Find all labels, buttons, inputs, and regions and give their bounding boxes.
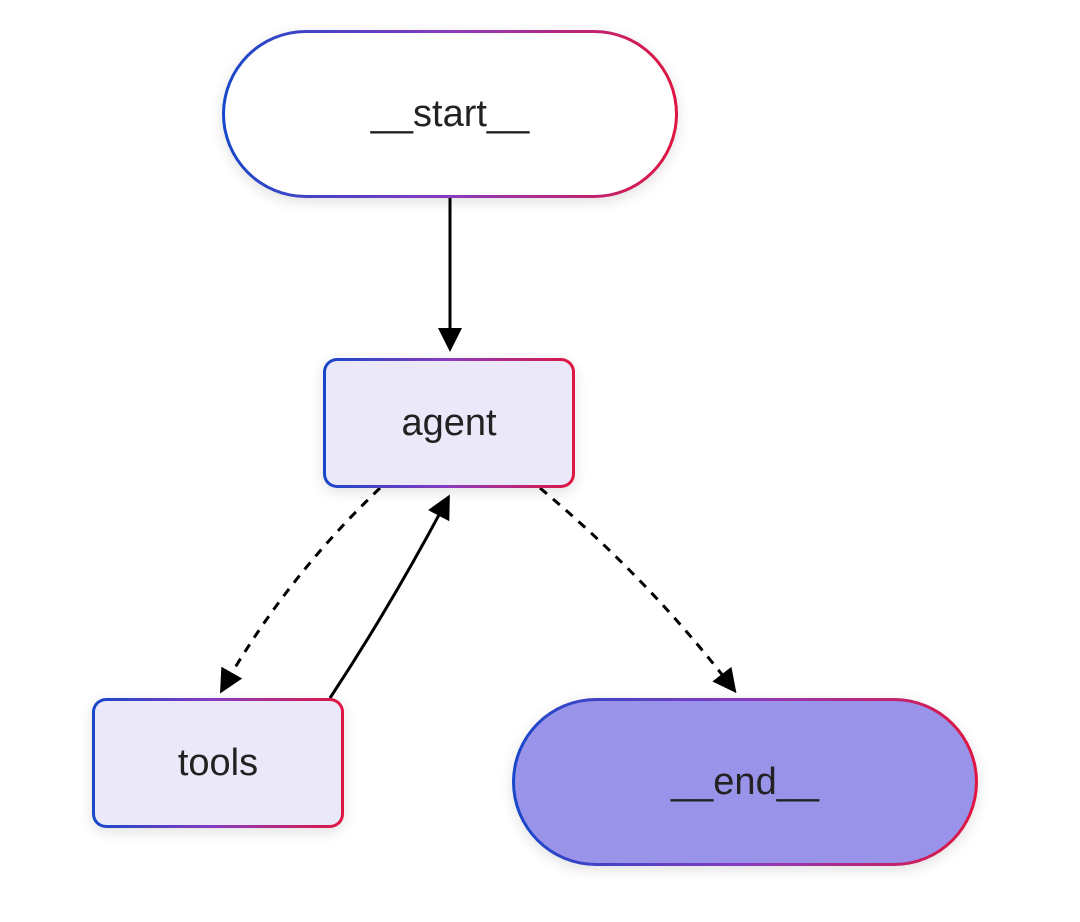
node-end: __end__ — [512, 698, 978, 866]
edge-agent-tools — [222, 488, 380, 690]
node-end-label: __end__ — [671, 761, 819, 804]
node-agent: agent — [323, 358, 575, 488]
node-agent-label: agent — [401, 402, 496, 445]
node-tools: tools — [92, 698, 344, 828]
edge-tools-agent — [330, 498, 448, 698]
node-start: __start__ — [222, 30, 678, 198]
edge-agent-end — [540, 488, 734, 690]
flowchart-canvas: __start__ agent tools __end__ — [0, 0, 1080, 922]
node-start-label: __start__ — [371, 93, 529, 136]
node-tools-label: tools — [178, 742, 258, 785]
